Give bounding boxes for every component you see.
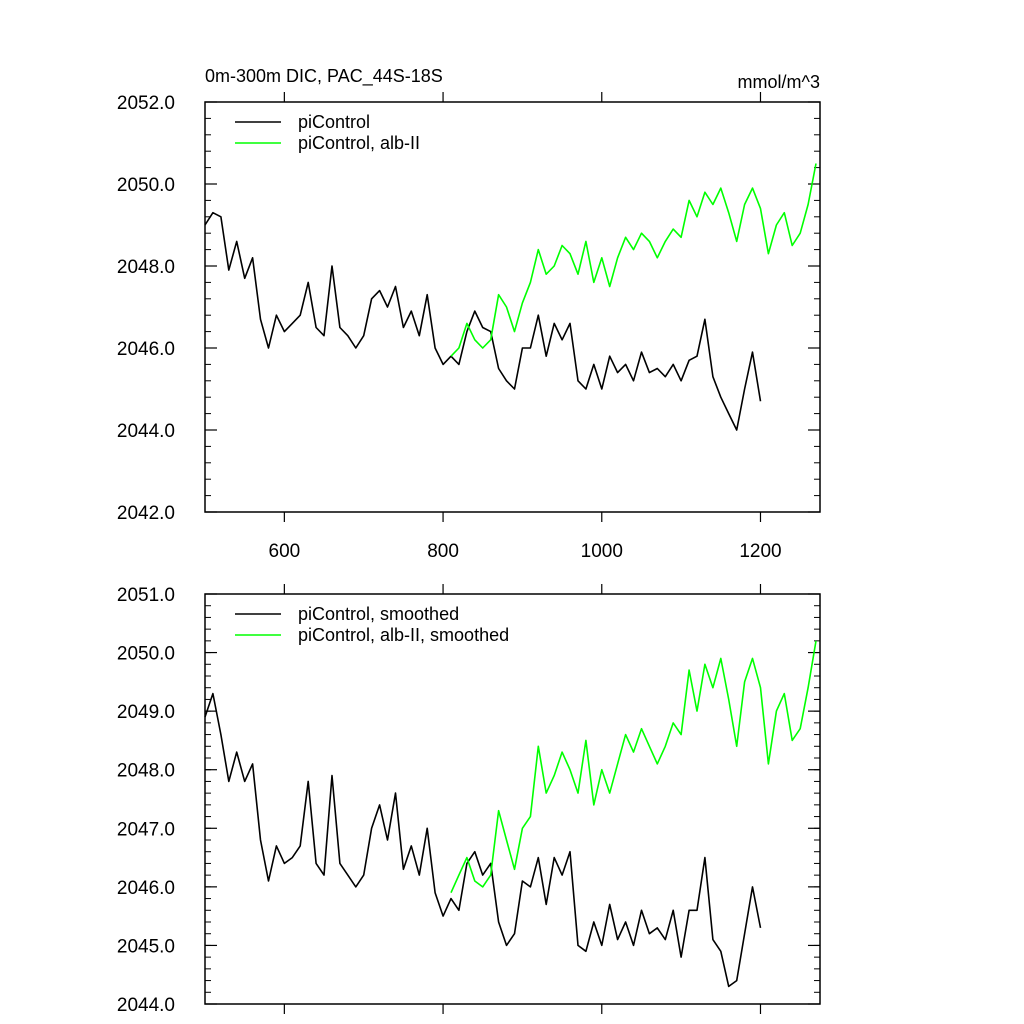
y-tick-label: 2046.0 [117, 339, 175, 360]
legend-label: piControl, alb-II, smoothed [298, 625, 509, 645]
y-tick-label: 2045.0 [117, 936, 175, 957]
bottom-chart: 2044.0 2045.0 2046.0 2047.0 2048.0 2049.0 2050… [117, 584, 821, 1016]
plot-frame [204, 593, 821, 1005]
legend-label: piControl, smoothed [298, 604, 459, 624]
x-tick-label: 1200 [739, 541, 781, 562]
plot-frame [204, 101, 821, 513]
x-tick-label: 600 [269, 541, 301, 562]
y-tick-label: 2044.0 [117, 421, 175, 442]
y-tick-label: 2047.0 [117, 819, 175, 840]
series-line-0 [204, 211, 762, 431]
y-tick-label: 2046.0 [117, 878, 175, 899]
y-tick-label: 2051.0 [117, 585, 175, 606]
legend-label: piControl [298, 112, 370, 132]
y-tick-label: 2050.0 [117, 644, 175, 665]
series-line-1 [450, 163, 817, 357]
y-tick-label: 2050.0 [117, 175, 175, 196]
y-tick-label: 2044.0 [117, 995, 175, 1016]
x-tick-label: 1000 [581, 541, 623, 562]
chart-title: 0m-300m DIC, PAC_44S-18S [205, 66, 443, 87]
y-tick-label: 2049.0 [117, 702, 175, 723]
y-tick-label: 2048.0 [117, 761, 175, 782]
series-line-1 [450, 640, 817, 894]
units-label: mmol/m^3 [738, 72, 820, 92]
legend-label: piControl, alb-II [298, 133, 420, 153]
x-tick-label: 800 [427, 541, 459, 562]
y-tick-label: 2052.0 [117, 93, 175, 114]
y-tick-label: 2048.0 [117, 257, 175, 278]
y-tick-label: 2042.0 [117, 503, 175, 524]
series-line-0 [204, 692, 762, 988]
top-chart: 2042.0 2044.0 2046.0 2048.0 2050.0 2052.0 600 8… [117, 66, 821, 562]
